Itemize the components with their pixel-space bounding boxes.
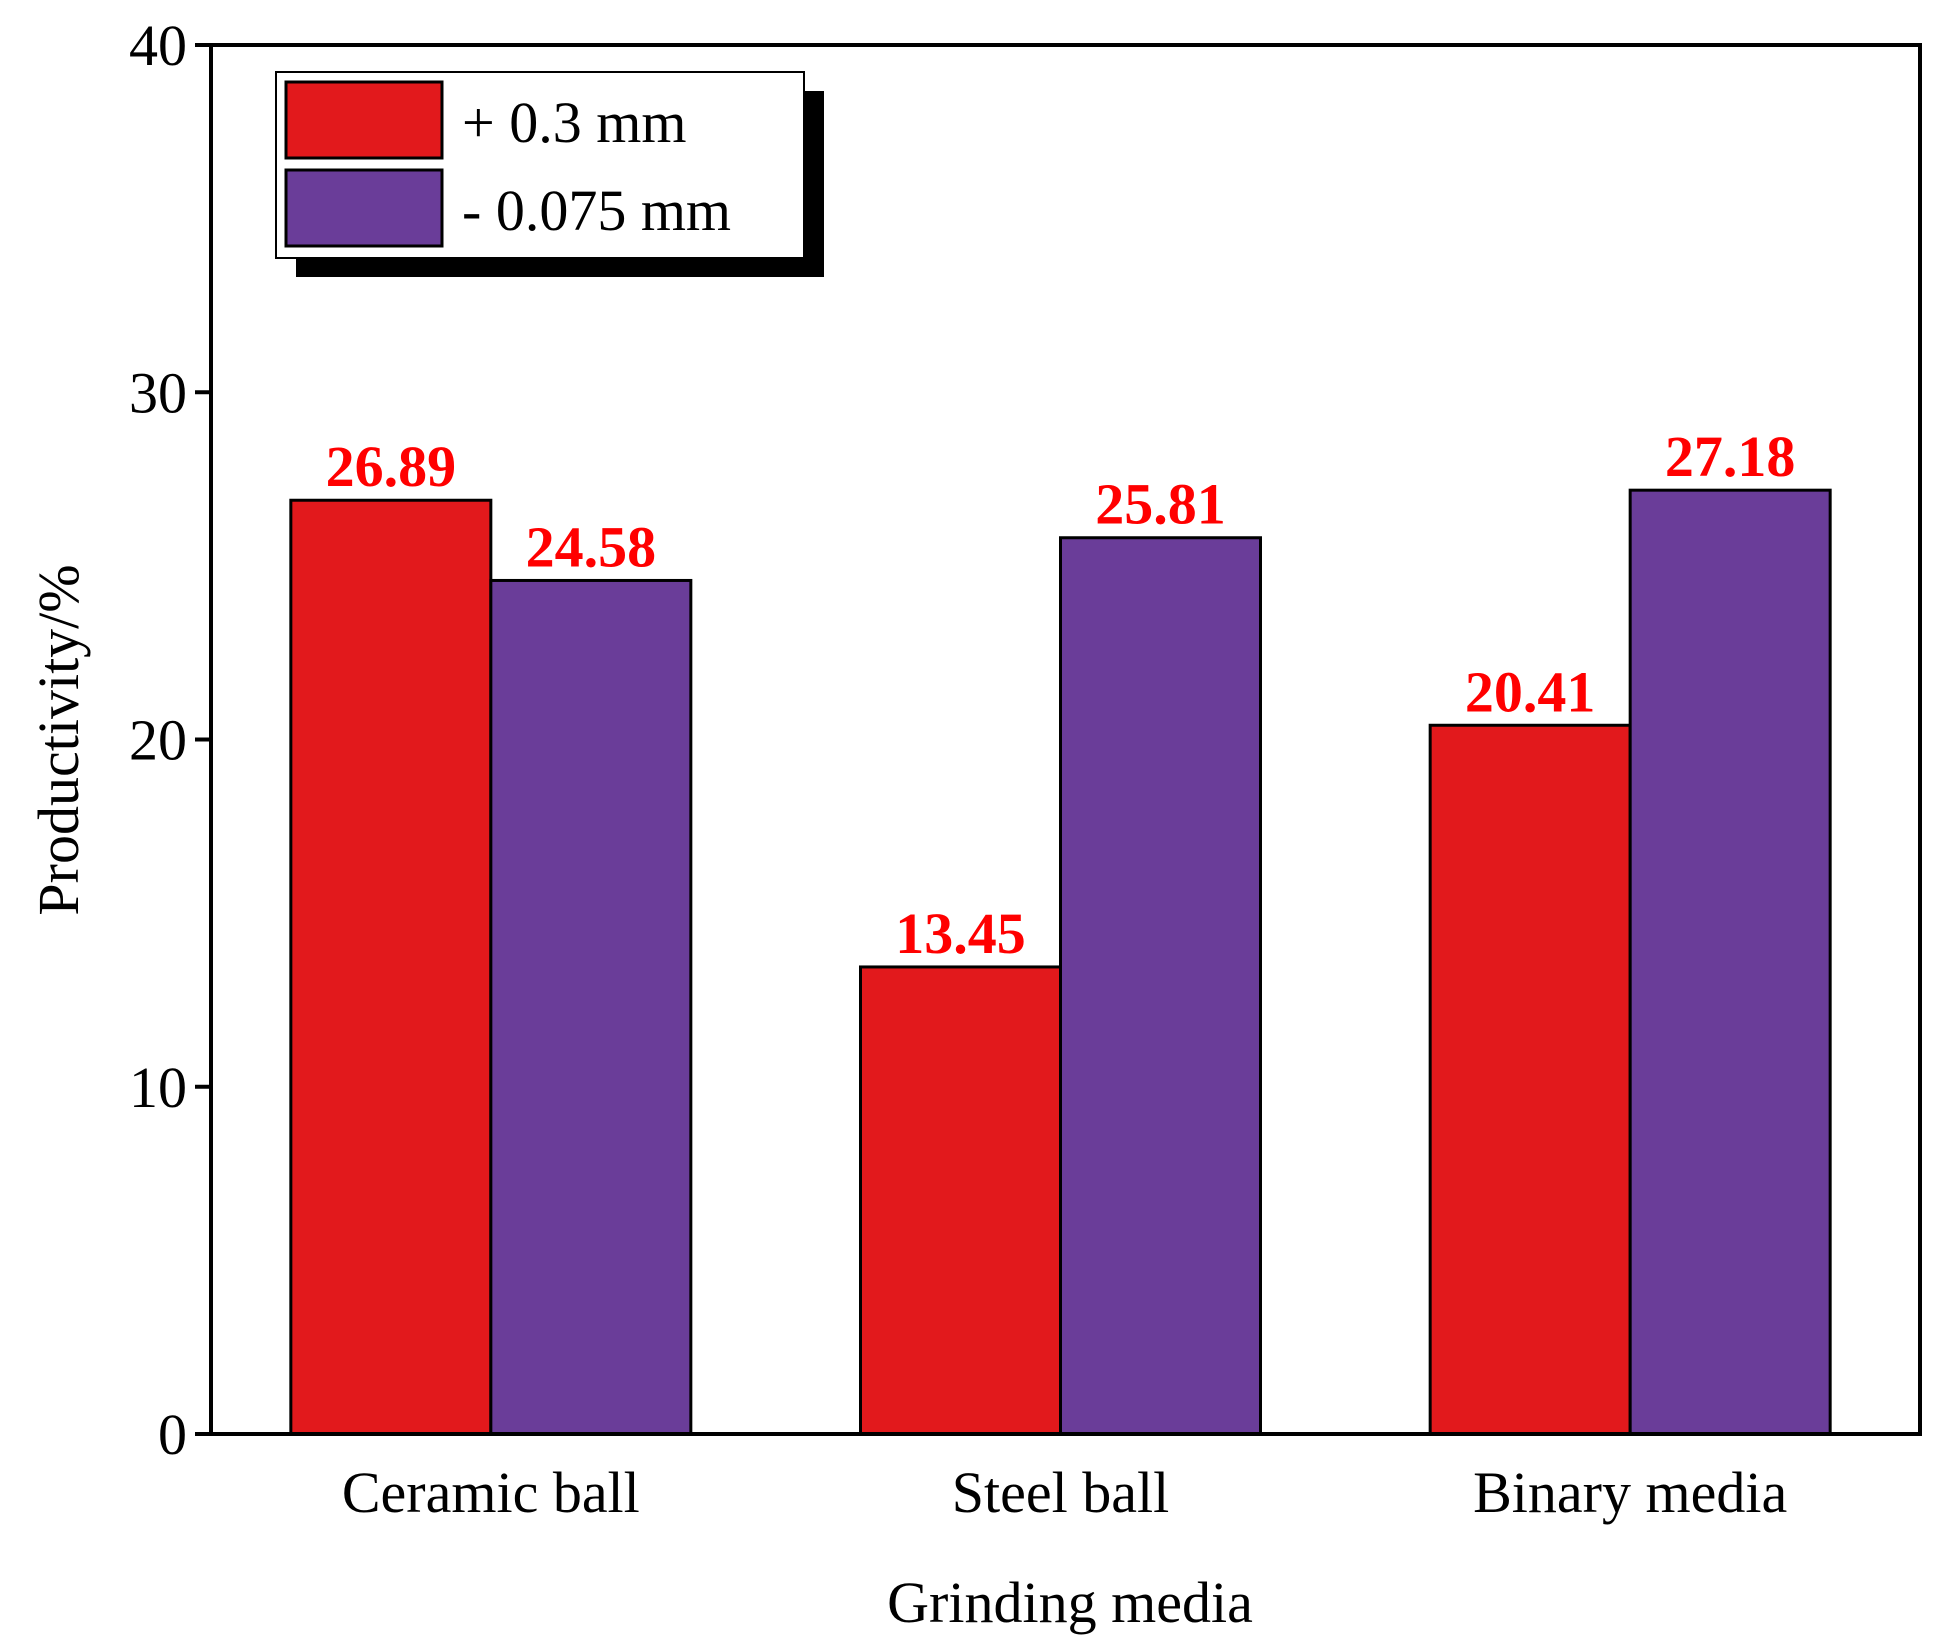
legend-label-0: + 0.3 mm — [462, 90, 686, 155]
y-tick-label-2: 20 — [129, 708, 187, 773]
x-axis: Ceramic ball Steel ball Binary media — [342, 1460, 1787, 1525]
data-label-1-2: 27.18 — [1665, 424, 1796, 489]
y-tick-label-4: 40 — [129, 13, 187, 78]
y-axis: 0 10 20 30 40 — [129, 13, 211, 1467]
data-label-0-2: 20.41 — [1465, 659, 1596, 724]
legend: + 0.3 mm - 0.075 mm — [275, 71, 824, 277]
bar-0-2 — [1428, 723, 1632, 1436]
y-tick-label-1: 10 — [129, 1055, 187, 1120]
bar-0-1 — [859, 965, 1062, 1436]
x-category-label-2: Binary media — [1473, 1460, 1787, 1525]
data-label-0-0: 26.89 — [326, 434, 457, 499]
x-category-label-1: Steel ball — [952, 1460, 1169, 1525]
bar-1-0 — [489, 578, 693, 1436]
x-axis-title: Grinding media — [887, 1570, 1253, 1635]
bar-1-2 — [1628, 488, 1832, 1436]
x-category-label-0: Ceramic ball — [342, 1460, 640, 1525]
data-label-1-0: 24.58 — [526, 514, 657, 579]
data-labels-layer: 26.89 24.58 13.45 25.81 20.41 27.18 — [326, 424, 1796, 966]
y-axis-title: Productivity/% — [26, 564, 91, 915]
y-tick-label-3: 30 — [129, 360, 187, 425]
y-tick-label-0: 0 — [158, 1402, 187, 1467]
bars-layer — [289, 488, 1832, 1436]
data-label-1-1: 25.81 — [1095, 472, 1226, 537]
bar-1-1 — [1059, 536, 1262, 1436]
legend-swatch-1 — [284, 168, 444, 248]
legend-swatch-0 — [284, 80, 444, 160]
data-label-0-1: 13.45 — [895, 901, 1026, 966]
legend-label-1: - 0.075 mm — [462, 178, 731, 243]
bar-0-0 — [289, 498, 493, 1436]
